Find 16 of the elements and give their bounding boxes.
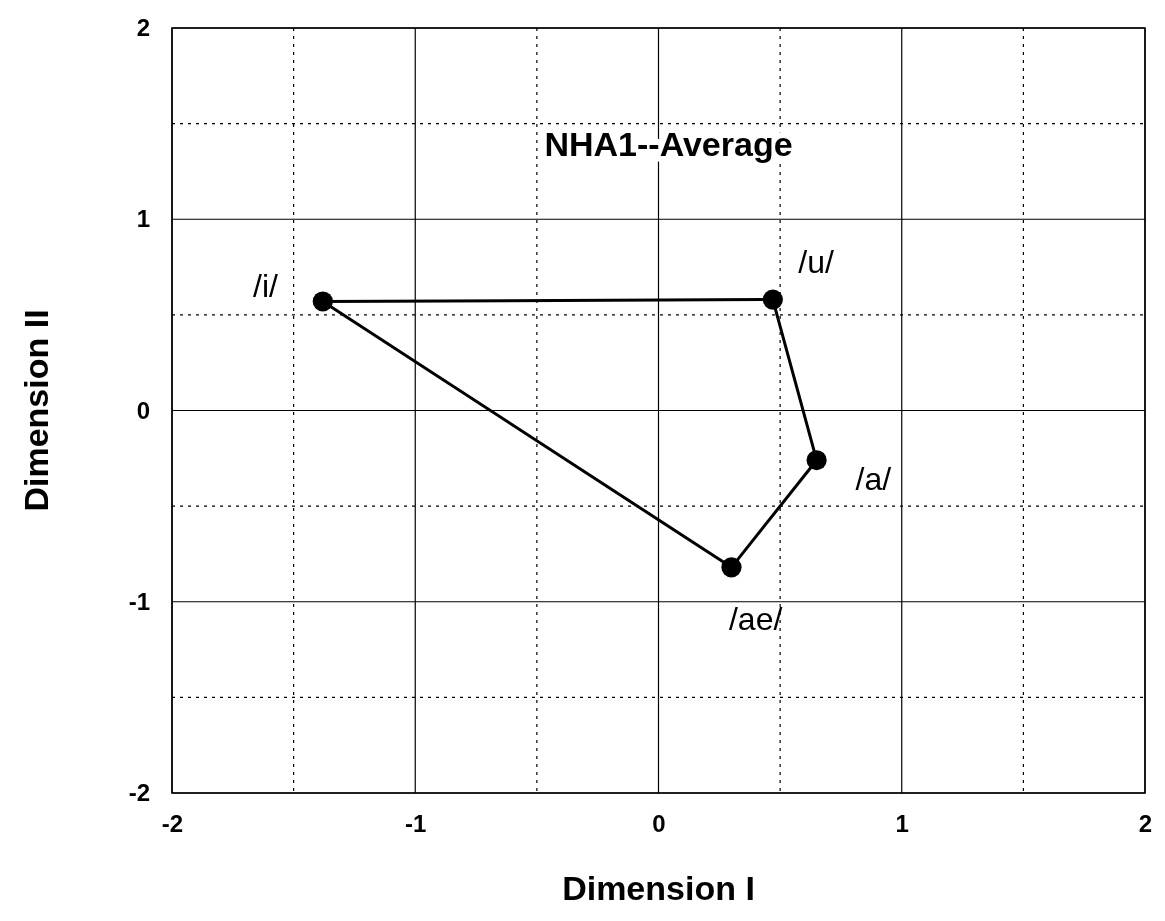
annotation: /u/ bbox=[798, 244, 834, 281]
x-tick-label: 0 bbox=[652, 810, 666, 838]
x-tick-label: -2 bbox=[161, 810, 184, 838]
x-tick-label: 1 bbox=[895, 810, 909, 838]
y-tick-label: 0 bbox=[136, 396, 150, 424]
annotation: /i/ bbox=[253, 268, 279, 305]
annotation: /ae/ bbox=[728, 600, 783, 637]
y-tick-label: -2 bbox=[128, 779, 150, 807]
y-tick-label: -1 bbox=[128, 587, 150, 615]
y-tick-label: 1 bbox=[136, 205, 150, 233]
annotation: /a/ bbox=[855, 460, 892, 497]
y-tick-label: 2 bbox=[136, 14, 150, 42]
x-tick-label: -1 bbox=[405, 810, 427, 838]
x-tick-label: 2 bbox=[1138, 810, 1153, 838]
x-axis-title: Dimension I bbox=[562, 869, 755, 907]
y-axis-title: Dimension II bbox=[17, 309, 55, 512]
